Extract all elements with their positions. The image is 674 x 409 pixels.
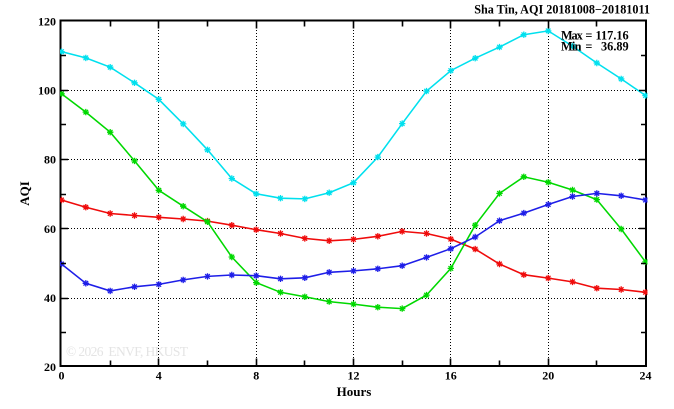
svg-text:Min: Min [561, 40, 582, 54]
svg-text:40: 40 [44, 291, 56, 305]
svg-text:120: 120 [38, 14, 56, 28]
svg-text:100: 100 [38, 84, 56, 98]
svg-text:60: 60 [44, 222, 56, 236]
svg-text:24: 24 [640, 369, 652, 383]
svg-text:80: 80 [44, 153, 56, 167]
svg-text:16: 16 [445, 369, 457, 383]
svg-text:8: 8 [253, 369, 259, 383]
svg-text:117.16: 117.16 [596, 29, 629, 43]
svg-text:36.89: 36.89 [601, 40, 629, 54]
svg-text:20: 20 [542, 369, 554, 383]
svg-text:AQI: AQI [17, 181, 32, 206]
svg-text:0: 0 [59, 369, 65, 383]
svg-text:=: = [585, 29, 592, 43]
svg-text:Sha Tin, AQI 20181008−20181011: Sha Tin, AQI 20181008−20181011 [474, 3, 650, 17]
svg-text:20: 20 [44, 360, 56, 374]
svg-text:=: = [585, 40, 592, 54]
svg-text:4: 4 [156, 369, 162, 383]
svg-text:12: 12 [348, 369, 360, 383]
svg-text:Max: Max [561, 29, 584, 43]
svg-text:© 2026 ENVF, HKUST: © 2026 ENVF, HKUST [66, 344, 189, 359]
svg-text:Hours: Hours [337, 384, 372, 399]
